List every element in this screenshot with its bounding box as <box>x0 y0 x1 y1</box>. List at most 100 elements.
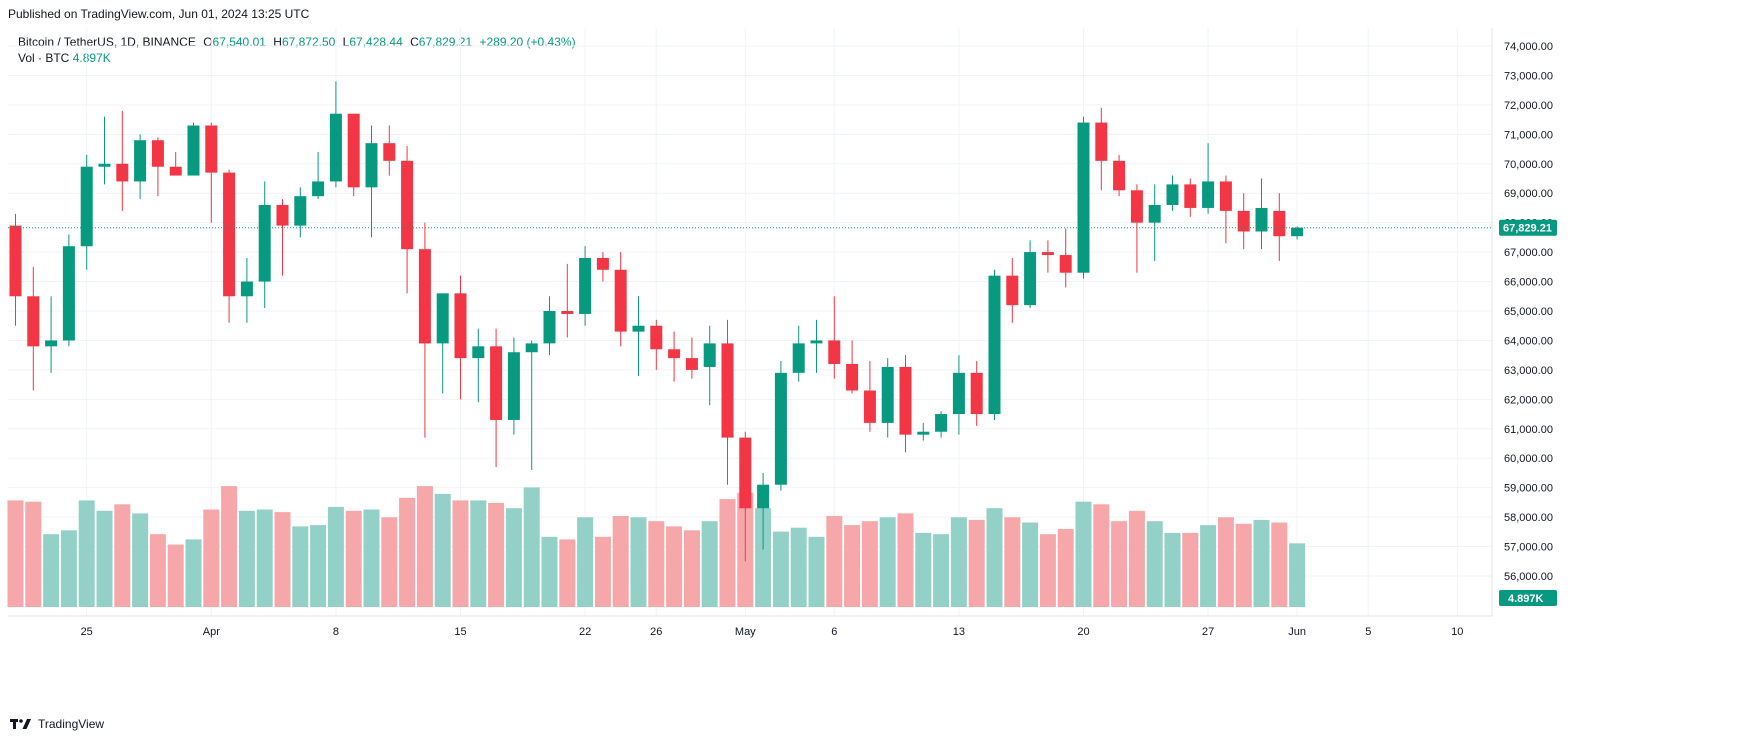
y-tick-label: 67,000.00 <box>1504 247 1553 259</box>
x-tick-label: 15 <box>454 626 466 638</box>
candle-body <box>614 269 627 332</box>
volume-bar <box>559 539 576 607</box>
candle-body <box>169 166 182 176</box>
volume-bar <box>310 525 327 607</box>
volume-bar <box>950 517 967 607</box>
candle-body <box>1202 181 1215 208</box>
volume-bar <box>60 530 77 607</box>
volume-bar <box>345 510 362 607</box>
volume-bar <box>1146 521 1163 607</box>
volume-bar <box>826 516 843 607</box>
candle-body <box>721 343 734 438</box>
candle-body <box>1077 122 1090 273</box>
candle-body <box>134 140 147 182</box>
y-tick-label: 57,000.00 <box>1504 542 1553 554</box>
volume-bar <box>470 500 487 607</box>
candle-body <box>863 390 876 423</box>
volume-bar <box>1164 532 1181 607</box>
candle-body <box>151 140 164 167</box>
volume-value: 4.897K <box>72 51 111 65</box>
volume-bar <box>933 534 950 607</box>
candle-body <box>45 340 58 347</box>
x-tick-label: May <box>735 626 756 638</box>
candle-body <box>454 293 467 359</box>
x-tick-label: 8 <box>333 626 339 638</box>
candle-body <box>1219 181 1232 211</box>
last-price-label: 67,829.21 <box>1503 223 1552 235</box>
volume-bar <box>594 536 611 607</box>
y-tick-label: 59,000.00 <box>1504 483 1553 495</box>
candle-body <box>1166 184 1179 205</box>
candle-body <box>1255 207 1268 232</box>
candle-body <box>935 414 948 432</box>
volume-bar <box>755 508 772 607</box>
candle-body <box>347 113 360 188</box>
volume-bar <box>256 509 273 607</box>
x-tick-label: 22 <box>579 626 591 638</box>
volume-bar <box>1022 522 1039 607</box>
candle-body <box>1148 205 1161 223</box>
volume-bar <box>648 521 665 607</box>
candle-body <box>525 343 538 353</box>
x-tick-label: 13 <box>953 626 965 638</box>
candle-body <box>543 311 556 344</box>
volume-bar <box>203 509 220 607</box>
volume-bar <box>577 517 594 607</box>
volume-bar <box>78 500 95 607</box>
candle-body <box>418 249 431 344</box>
y-tick-label: 64,000.00 <box>1504 335 1553 347</box>
volume-bar <box>1182 532 1199 607</box>
volume-bar <box>1217 517 1234 607</box>
volume-bar <box>1271 522 1288 607</box>
candle-body <box>62 246 75 341</box>
volume-label: Vol · BTC <box>18 51 70 65</box>
x-tick-label: 26 <box>650 626 662 638</box>
volume-bar <box>25 501 42 607</box>
volume-bar <box>1111 521 1128 607</box>
y-tick-label: 61,000.00 <box>1504 424 1553 436</box>
candle-body <box>650 325 663 350</box>
volume-bar <box>897 513 914 607</box>
x-tick-label: 6 <box>831 626 837 638</box>
y-tick-label: 63,000.00 <box>1504 365 1553 377</box>
y-tick-label: 73,000.00 <box>1504 70 1553 82</box>
candle-body <box>1041 252 1054 256</box>
candle-body <box>490 346 503 420</box>
candle-body <box>116 163 129 182</box>
volume-bar <box>915 532 932 607</box>
candle-body <box>774 372 787 485</box>
footer-brand-label: TradingView <box>38 717 105 731</box>
candle-body <box>846 364 859 391</box>
volume-bar <box>861 521 878 607</box>
candle-body <box>1237 210 1250 232</box>
candle-body <box>1273 210 1286 237</box>
volume-bar <box>844 525 861 607</box>
volume-bar <box>96 510 113 607</box>
candle-body <box>757 484 770 509</box>
y-tick-label: 66,000.00 <box>1504 277 1553 289</box>
candle-body <box>1024 252 1037 306</box>
candle-body <box>596 258 609 270</box>
candle-body <box>27 296 40 347</box>
candle-body <box>258 205 271 282</box>
volume-bar <box>1200 525 1217 607</box>
volume-bar <box>879 517 896 607</box>
candle-body <box>312 181 325 197</box>
volume-bar <box>719 499 736 607</box>
volume-bar <box>986 508 1003 607</box>
candle-body <box>579 258 592 314</box>
y-tick-label: 69,000.00 <box>1504 188 1553 200</box>
volume-bar <box>523 487 540 607</box>
close-label: C <box>410 35 419 49</box>
candle-body <box>1130 190 1143 223</box>
candle-body <box>294 196 307 226</box>
volume-bar <box>114 504 131 607</box>
candle-body <box>739 437 752 509</box>
candle-body <box>952 372 965 415</box>
volume-bar <box>1057 529 1074 607</box>
volume-bar <box>434 493 451 607</box>
candle-body <box>792 343 805 373</box>
published-note: Published on TradingView.com, Jun 01, 20… <box>8 7 310 21</box>
volume-bar <box>185 539 202 607</box>
